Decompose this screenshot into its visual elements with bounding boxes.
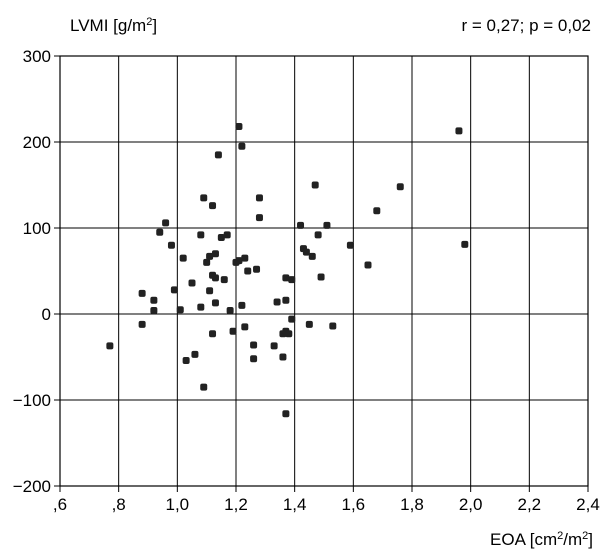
data-point — [226, 307, 234, 315]
data-point — [229, 327, 237, 335]
data-point — [250, 341, 258, 349]
data-point — [282, 296, 290, 304]
data-point — [255, 194, 263, 202]
x-tick-label: 2,4 — [576, 495, 600, 514]
data-point — [156, 228, 164, 236]
x-tick-label: ,8 — [112, 495, 126, 514]
data-point — [311, 181, 319, 189]
gridlines — [59, 55, 589, 487]
data-point — [170, 286, 178, 294]
data-point — [329, 322, 337, 330]
correlation-annotation: r = 0,27; p = 0,02 — [461, 16, 591, 35]
data-point — [211, 250, 219, 258]
x-tick-label: 1,0 — [166, 495, 190, 514]
data-point — [138, 289, 146, 297]
x-axis-label: EOA [cm2/m2] — [490, 530, 593, 549]
data-point — [238, 142, 246, 150]
data-point — [288, 276, 296, 284]
data-point — [346, 241, 354, 249]
y-axis-label: LVMI [g/m2] — [70, 16, 158, 35]
y-tick-label: −200 — [13, 477, 51, 496]
data-point — [253, 265, 261, 273]
plot-frame — [59, 55, 589, 487]
y-axis-ticks: −200 −100 0 100 200 300 — [13, 47, 60, 496]
data-point — [461, 240, 469, 248]
data-point — [241, 323, 249, 331]
data-point — [305, 320, 313, 328]
y-tick-label: 200 — [23, 133, 51, 152]
data-point — [297, 221, 305, 229]
x-tick-label: 2,2 — [518, 495, 542, 514]
y-tick-label: 0 — [42, 305, 51, 324]
data-point — [373, 207, 381, 215]
data-point — [182, 356, 190, 364]
data-point — [273, 298, 281, 306]
data-point — [282, 410, 290, 418]
data-point — [150, 296, 158, 304]
data-point — [220, 276, 228, 284]
data-point — [211, 299, 219, 307]
data-point — [206, 287, 214, 295]
data-point — [270, 342, 278, 350]
data-point — [150, 307, 158, 315]
data-point — [197, 303, 205, 311]
data-point — [211, 274, 219, 282]
data-point — [206, 252, 214, 260]
x-tick-label: 1,4 — [283, 495, 307, 514]
data-point — [288, 315, 296, 323]
data-point — [203, 258, 211, 266]
data-point — [200, 194, 208, 202]
data-point — [279, 353, 287, 361]
x-tick-label: 2,0 — [459, 495, 483, 514]
data-point — [396, 183, 404, 191]
data-point — [217, 233, 225, 241]
y-tick-label: 300 — [23, 47, 51, 66]
data-point — [317, 273, 325, 281]
data-point — [364, 261, 372, 269]
data-point — [255, 214, 263, 222]
data-point — [223, 231, 231, 239]
data-point — [214, 151, 222, 159]
data-point — [285, 330, 293, 338]
data-point — [179, 254, 187, 262]
data-point — [314, 231, 322, 239]
x-tick-label: 1,2 — [224, 495, 248, 514]
x-axis-ticks: ,6 ,8 1,0 1,2 1,4 1,6 1,8 2,0 2,2 2,4 — [53, 486, 600, 514]
data-point — [209, 202, 217, 210]
data-point — [238, 301, 246, 309]
y-tick-label: −100 — [13, 391, 51, 410]
data-point — [241, 254, 249, 262]
data-point — [282, 274, 290, 282]
data-point — [323, 221, 331, 229]
data-point — [191, 350, 199, 358]
data-point — [209, 330, 217, 338]
data-point — [250, 355, 258, 363]
x-tick-label: 1,8 — [400, 495, 424, 514]
data-point — [138, 320, 146, 328]
x-tick-label: ,6 — [53, 495, 67, 514]
data-point — [455, 127, 463, 135]
x-tick-label: 1,6 — [342, 495, 366, 514]
data-point — [162, 219, 170, 227]
y-tick-label: 100 — [23, 219, 51, 238]
data-point — [106, 342, 114, 350]
data-point — [302, 248, 310, 256]
data-point — [235, 123, 243, 131]
data-point — [176, 306, 184, 314]
data-point — [188, 279, 196, 287]
data-point — [308, 252, 316, 260]
data-point — [235, 257, 243, 265]
data-point — [200, 383, 208, 391]
data-points — [106, 123, 469, 418]
data-point — [244, 267, 252, 275]
data-point — [167, 241, 175, 249]
data-point — [197, 231, 205, 239]
